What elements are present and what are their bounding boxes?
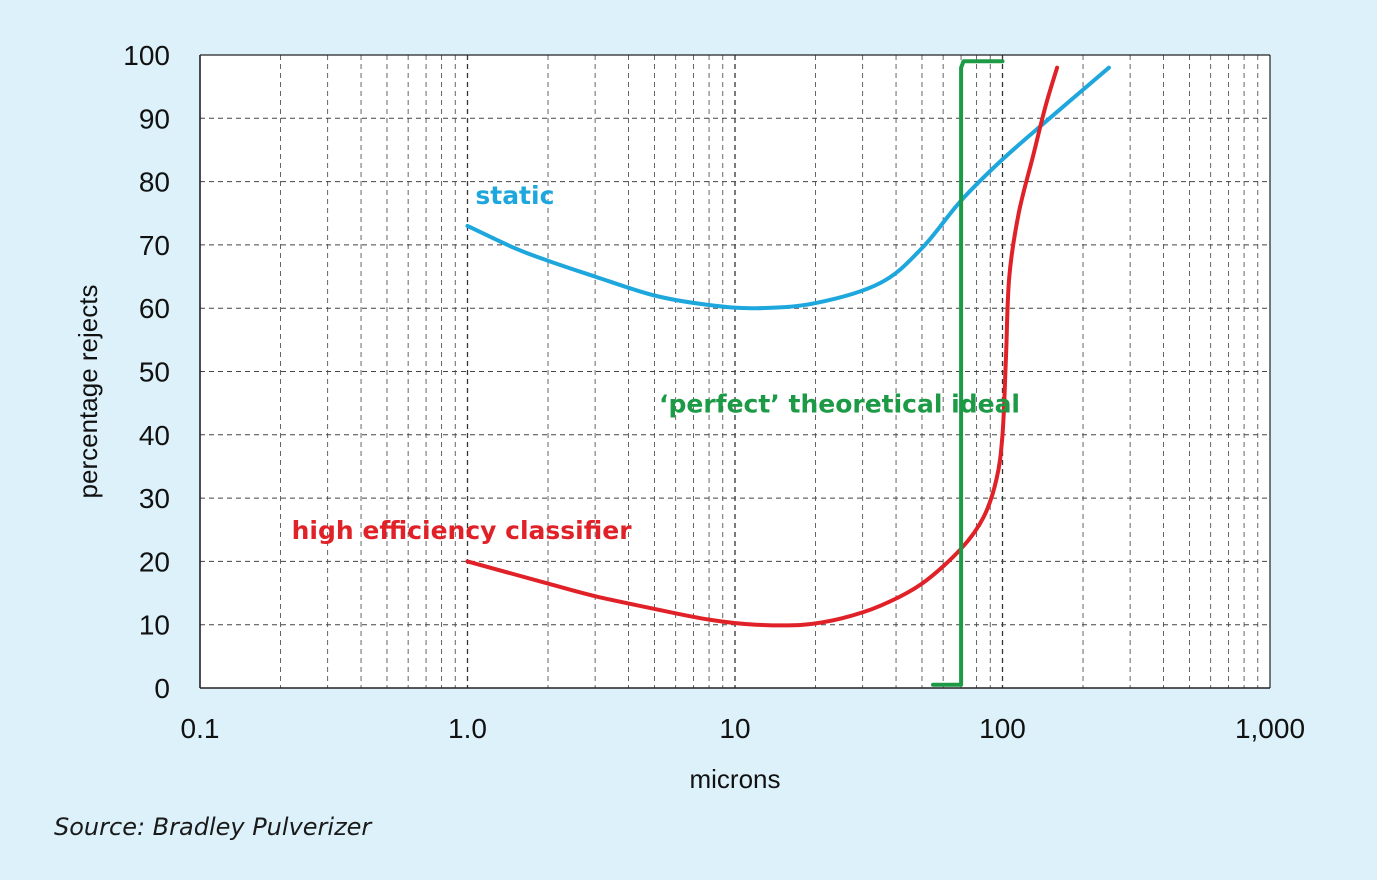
- y-tick-label: 0: [154, 673, 170, 704]
- static-series-line: [465, 65, 1111, 311]
- y-tick-label: 40: [139, 420, 170, 451]
- x-tick-label: 1.0: [448, 713, 487, 744]
- y-tick-label: 60: [139, 293, 170, 324]
- high-efficiency-series-line: [465, 65, 1060, 628]
- x-tick-label: 10: [719, 713, 750, 744]
- y-tick-label: 90: [139, 103, 170, 134]
- y-tick-label: 10: [139, 610, 170, 641]
- x-tick-label: 1,000: [1235, 713, 1305, 744]
- x-tick-label: 0.1: [181, 713, 220, 744]
- y-tick-label: 70: [139, 230, 170, 261]
- y-axis-label: percentage rejects: [73, 285, 103, 499]
- y-tick-label: 20: [139, 546, 170, 577]
- x-tick-label: 100: [979, 713, 1026, 744]
- high-efficiency-label: high efficiency classifier: [292, 516, 633, 545]
- perfect-ideal-label: ‘perfect’ theoretical ideal: [659, 390, 1020, 419]
- grid: [200, 54, 1270, 688]
- perfect-ideal-series-line: [931, 59, 1005, 687]
- axes: [199, 54, 1271, 689]
- y-tick-label: 50: [139, 357, 170, 388]
- y-tick-label: 100: [123, 40, 170, 71]
- series-lines: [465, 59, 1111, 687]
- y-tick-label: 30: [139, 483, 170, 514]
- x-axis-label: microns: [689, 764, 780, 794]
- static-label: static: [475, 181, 554, 210]
- tick-labels: 0.1 1.0 10 100 1,000 0 10 20 30 40 50 60 70 80 90 100: [123, 40, 1305, 744]
- series-labels: static high efficiency classifier ‘perfect…: [292, 181, 1020, 545]
- source-note: Source: Bradley Pulverizer: [54, 813, 372, 841]
- y-tick-label: 80: [139, 167, 170, 198]
